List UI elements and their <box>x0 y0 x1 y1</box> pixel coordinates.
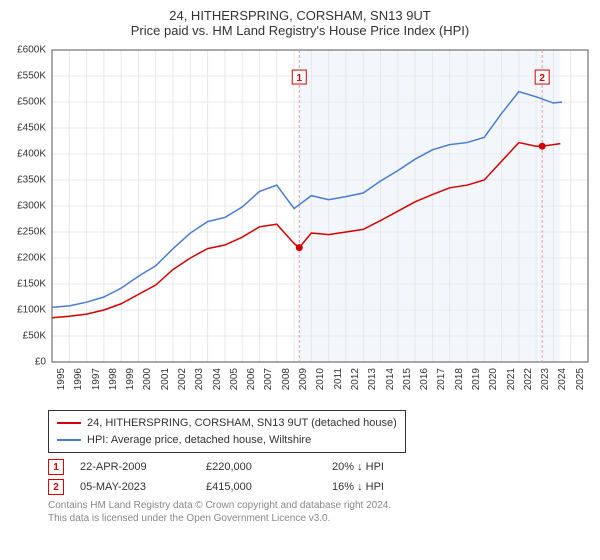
xtick-label: 2024 <box>557 368 568 390</box>
xtick-label: 2010 <box>315 368 326 390</box>
legend-swatch-property <box>57 422 81 424</box>
ytick-label: £450K <box>8 123 46 134</box>
xtick-label: 1995 <box>56 368 67 390</box>
xtick-label: 2025 <box>575 368 586 390</box>
ytick-label: £0 <box>8 357 46 368</box>
xtick-label: 2015 <box>402 368 413 390</box>
ytick-label: £200K <box>8 253 46 264</box>
xtick-label: 2021 <box>506 368 517 390</box>
legend-label-property: 24, HITHERSPRING, CORSHAM, SN13 9UT (det… <box>87 415 397 432</box>
marker-row-2: 2 05-MAY-2023 £415,000 16% ↓ HPI <box>48 479 592 495</box>
xtick-label: 1997 <box>91 368 102 390</box>
xtick-label: 2007 <box>263 368 274 390</box>
marker-row-1: 1 22-APR-2009 £220,000 20% ↓ HPI <box>48 459 592 475</box>
marker-badge-2: 2 <box>48 479 64 495</box>
xtick-label: 2001 <box>160 368 171 390</box>
legend-row-hpi: HPI: Average price, detached house, Wilt… <box>57 432 397 449</box>
xtick-label: 2011 <box>333 368 344 390</box>
xtick-label: 2017 <box>436 368 447 390</box>
ytick-label: £50K <box>8 331 46 342</box>
marker-date-1: 22-APR-2009 <box>80 461 190 473</box>
xtick-label: 2023 <box>540 368 551 390</box>
marker-delta-2: 16% ↓ HPI <box>332 481 442 493</box>
title-address: 24, HITHERSPRING, CORSHAM, SN13 9UT <box>8 8 592 23</box>
xtick-label: 2005 <box>229 368 240 390</box>
xtick-label: 2012 <box>350 368 361 390</box>
footer: Contains HM Land Registry data © Crown c… <box>48 499 592 525</box>
footer-line2: This data is licensed under the Open Gov… <box>48 512 592 525</box>
ytick-label: £400K <box>8 149 46 160</box>
xtick-label: 2009 <box>298 368 309 390</box>
xtick-label: 2018 <box>454 368 465 390</box>
xtick-label: 2020 <box>488 368 499 390</box>
ytick-label: £300K <box>8 201 46 212</box>
xtick-label: 2019 <box>471 368 482 390</box>
ytick-label: £150K <box>8 279 46 290</box>
marker-date-2: 05-MAY-2023 <box>80 481 190 493</box>
marker-price-1: £220,000 <box>206 461 316 473</box>
ytick-label: £550K <box>8 71 46 82</box>
legend: 24, HITHERSPRING, CORSHAM, SN13 9UT (det… <box>48 410 406 453</box>
xtick-label: 2006 <box>246 368 257 390</box>
xtick-label: 1996 <box>73 368 84 390</box>
xtick-label: 1998 <box>108 368 119 390</box>
xtick-label: 2016 <box>419 368 430 390</box>
ytick-label: £600K <box>8 45 46 56</box>
xtick-label: 2002 <box>177 368 188 390</box>
ytick-label: £350K <box>8 175 46 186</box>
xtick-label: 2014 <box>385 368 396 390</box>
ytick-label: £250K <box>8 227 46 238</box>
ytick-label: £500K <box>8 97 46 108</box>
legend-swatch-hpi <box>57 439 81 441</box>
xtick-label: 2022 <box>523 368 534 390</box>
xtick-label: 2008 <box>281 368 292 390</box>
xtick-label: 2004 <box>212 368 223 390</box>
marker-price-2: £415,000 <box>206 481 316 493</box>
xtick-label: 1999 <box>125 368 136 390</box>
xtick-label: 2000 <box>142 368 153 390</box>
svg-text:1: 1 <box>296 73 302 84</box>
svg-text:2: 2 <box>539 73 545 84</box>
marker-delta-1: 20% ↓ HPI <box>332 461 442 473</box>
xtick-label: 2003 <box>194 368 205 390</box>
price-chart: 1 2 £0 £50K £100K £150K £200K £250K £300K £350K £… <box>8 44 592 404</box>
footer-line1: Contains HM Land Registry data © Crown c… <box>48 499 592 512</box>
title-subtitle: Price paid vs. HM Land Registry's House … <box>8 23 592 38</box>
legend-label-hpi: HPI: Average price, detached house, Wilt… <box>87 432 311 449</box>
legend-row-property: 24, HITHERSPRING, CORSHAM, SN13 9UT (det… <box>57 415 397 432</box>
marker-table: 1 22-APR-2009 £220,000 20% ↓ HPI 2 05-MA… <box>48 459 592 495</box>
xtick-label: 2013 <box>367 368 378 390</box>
marker-badge-1: 1 <box>48 459 64 475</box>
ytick-label: £100K <box>8 305 46 316</box>
